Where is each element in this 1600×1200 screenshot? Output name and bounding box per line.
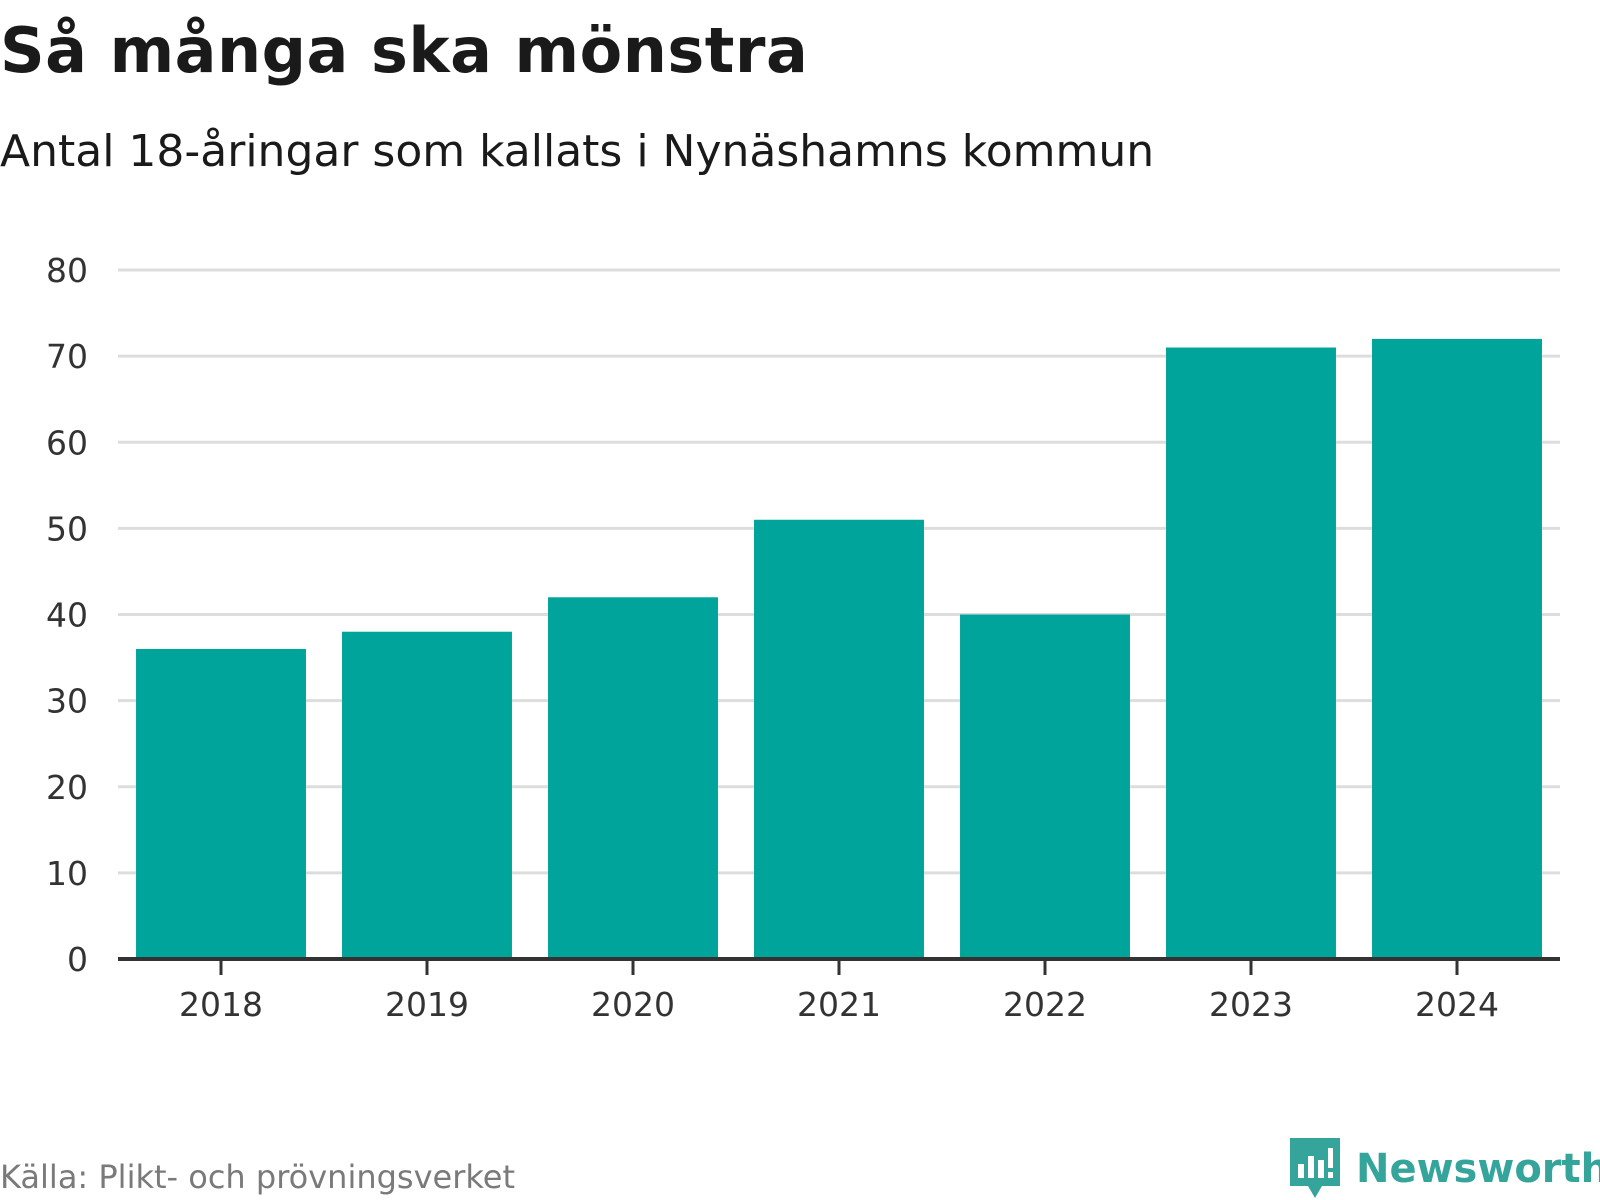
x-tick-label: 2019 bbox=[385, 985, 469, 1024]
y-tick-label: 0 bbox=[67, 940, 88, 979]
brand: Newsworthy bbox=[1290, 1138, 1600, 1200]
y-tick-label: 20 bbox=[46, 768, 88, 807]
bars bbox=[136, 338, 1542, 959]
x-tick-label: 2018 bbox=[179, 985, 263, 1024]
bar-2024 bbox=[1372, 338, 1542, 959]
y-tick-label: 10 bbox=[46, 854, 88, 893]
newsworthy-logo-icon bbox=[1290, 1138, 1340, 1198]
y-tick-label: 40 bbox=[46, 596, 88, 635]
bar-2023 bbox=[1166, 347, 1336, 959]
y-tick-label: 50 bbox=[46, 509, 88, 548]
x-tick-label: 2023 bbox=[1209, 985, 1293, 1024]
x-tick-label: 2021 bbox=[797, 985, 881, 1024]
bar-2018 bbox=[136, 648, 306, 959]
y-tick-label: 30 bbox=[46, 682, 88, 721]
x-tick-label: 2024 bbox=[1415, 985, 1499, 1024]
y-tick-label: 70 bbox=[46, 337, 88, 376]
y-tick-label: 80 bbox=[46, 251, 88, 290]
bar-2020 bbox=[548, 597, 718, 959]
y-tick-label: 60 bbox=[46, 423, 88, 462]
source-note: Källa: Plikt- och prövningsverket bbox=[0, 1158, 515, 1196]
x-tick-label: 2022 bbox=[1003, 985, 1087, 1024]
bar-2022 bbox=[960, 614, 1130, 959]
chart-subtitle: Antal 18-åringar som kallats i Nynäshamn… bbox=[0, 126, 1155, 177]
chart-title: Så många ska mönstra bbox=[0, 14, 809, 87]
bar-2019 bbox=[342, 631, 512, 959]
brand-name: Newsworthy bbox=[1356, 1146, 1600, 1192]
bar-2021 bbox=[754, 519, 924, 959]
y-axis-ticks: 0 10 20 30 40 50 60 70 80 bbox=[46, 251, 88, 979]
x-tick-label: 2020 bbox=[591, 985, 675, 1024]
x-axis-ticks: 2018 2019 2020 2021 2022 2023 2024 bbox=[179, 959, 1499, 1024]
